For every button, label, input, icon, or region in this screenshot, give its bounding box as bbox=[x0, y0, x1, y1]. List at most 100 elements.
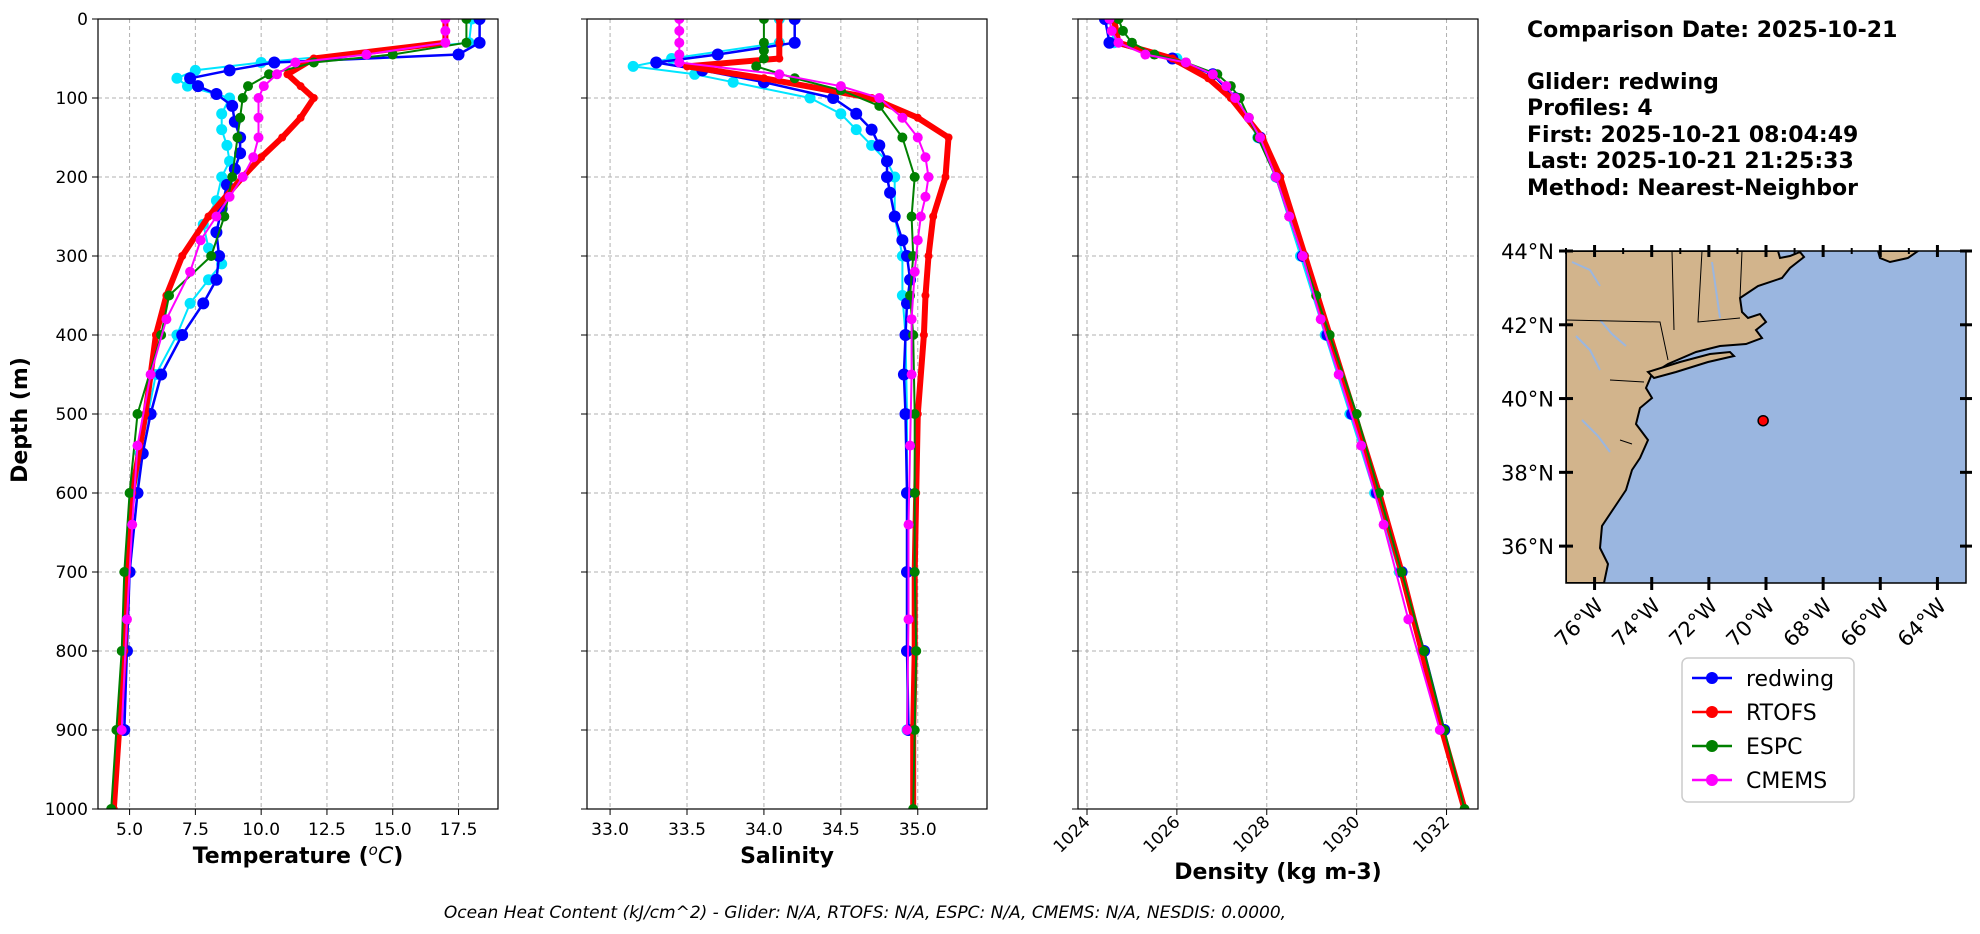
espc-point bbox=[243, 81, 253, 92]
cmems-point bbox=[903, 519, 914, 530]
salinity-panel: 33.0 33.5 34.0 34.5 35.0 Salinity bbox=[581, 18, 988, 869]
espc-point bbox=[909, 488, 920, 498]
espc-point bbox=[874, 100, 885, 111]
cmems-point bbox=[1104, 19, 1115, 24]
redwing-point bbox=[865, 123, 878, 136]
y-tick-label: 300 bbox=[56, 247, 88, 267]
espc-point bbox=[1374, 488, 1385, 498]
redwing-point bbox=[213, 250, 226, 262]
espc-point bbox=[909, 567, 920, 577]
ocean-heat-content-footer: Ocean Heat Content (kJ/cm^2) - Glider: N… bbox=[444, 903, 1286, 923]
cmems-point bbox=[835, 81, 846, 92]
espc-point bbox=[909, 172, 920, 182]
x-tick-label: 1026 bbox=[1140, 812, 1185, 857]
redwing-point bbox=[210, 273, 223, 286]
rtofs-point bbox=[929, 212, 938, 221]
espc-point bbox=[206, 251, 217, 261]
cmems-point bbox=[674, 57, 685, 68]
espc-point bbox=[758, 37, 769, 48]
redwing-point bbox=[850, 107, 863, 120]
cmems-point bbox=[920, 191, 931, 202]
cmems-point bbox=[237, 172, 248, 182]
cmems-point bbox=[912, 235, 923, 246]
redwing-point bbox=[192, 80, 204, 93]
cmems-point bbox=[915, 211, 926, 222]
redwing-point bbox=[899, 408, 912, 420]
espc-point bbox=[1113, 19, 1124, 24]
rtofs-point bbox=[775, 38, 784, 47]
espc-point bbox=[164, 290, 175, 301]
lon-tick-label: 74°W bbox=[1607, 593, 1665, 651]
legend-marker-redwing bbox=[1706, 672, 1718, 684]
cmems-point bbox=[906, 369, 917, 380]
cmems-point bbox=[1207, 69, 1218, 80]
espc-point bbox=[758, 45, 769, 56]
x-tick-label: 12.5 bbox=[308, 820, 346, 840]
y-tick-label: 1000 bbox=[45, 800, 88, 820]
redwing-point bbox=[176, 329, 189, 341]
x-tick-label: 15.0 bbox=[374, 820, 412, 840]
series-group bbox=[1098, 19, 1470, 809]
cmems-point bbox=[674, 37, 685, 48]
x-tick-label: 1028 bbox=[1230, 812, 1275, 857]
cmems-point bbox=[121, 614, 132, 625]
x-tick-label: 1030 bbox=[1319, 812, 1364, 857]
redwing-point bbox=[899, 329, 912, 341]
redwing-point bbox=[473, 36, 486, 49]
lon-tick-label: 76°W bbox=[1550, 593, 1608, 651]
cmems-point bbox=[1113, 37, 1124, 48]
redwing-point bbox=[650, 56, 663, 69]
espc-point bbox=[1126, 37, 1137, 48]
cmems-point bbox=[1403, 614, 1414, 625]
espc-point bbox=[461, 37, 472, 48]
redwing-point bbox=[1103, 36, 1116, 49]
rivers bbox=[1571, 261, 1721, 453]
espc-point bbox=[758, 53, 769, 64]
cmems-point bbox=[923, 172, 934, 182]
profile-count: Profiles: 4 bbox=[1527, 96, 1653, 121]
lat-tick-label: 38°N bbox=[1501, 461, 1554, 485]
unit-c: C bbox=[378, 844, 394, 869]
cmems-point bbox=[674, 25, 685, 36]
temperature-panel: 5.0 7.5 10.0 12.5 15.0 17.5 0 100 200 300 400 500 60… bbox=[45, 10, 499, 869]
cmems-point bbox=[211, 211, 222, 222]
x-tick-label: 17.5 bbox=[440, 820, 478, 840]
glider-name: Glider: redwing bbox=[1527, 70, 1719, 95]
x-tick-label: 1024 bbox=[1050, 812, 1095, 857]
y-tick-label: 600 bbox=[56, 484, 88, 504]
lat-tick-label: 36°N bbox=[1501, 535, 1554, 559]
comparison-date: Comparison Date: 2025-10-21 bbox=[1527, 18, 1897, 43]
cmems-point bbox=[1284, 211, 1295, 222]
info-block: Comparison Date: 2025-10-21 Glider: redw… bbox=[1527, 18, 1897, 201]
espc-point bbox=[387, 49, 398, 60]
cmems-point bbox=[290, 57, 301, 68]
cmems-point bbox=[195, 235, 206, 246]
y-tick-label: 0 bbox=[77, 10, 88, 30]
espc-point bbox=[132, 409, 143, 419]
cmems-point bbox=[1297, 251, 1308, 261]
lon-tick-label: 66°W bbox=[1836, 593, 1894, 651]
espc-point bbox=[906, 211, 917, 222]
location-map: 44°N 42°N 40°N 38°N 36°N 76°W 74°W 72°W 70°W 68°W… bbox=[1501, 240, 1972, 652]
redwing-raw-point bbox=[184, 297, 196, 309]
espc-point bbox=[908, 804, 919, 809]
x-axis-label: Salinity bbox=[740, 844, 834, 869]
cmems-point bbox=[674, 19, 685, 24]
redwing-point bbox=[827, 92, 840, 104]
cmems-point bbox=[145, 369, 156, 380]
lat-tick-label: 40°N bbox=[1501, 388, 1554, 412]
redwing-point bbox=[873, 139, 886, 152]
cmems-point bbox=[253, 132, 264, 143]
cmems-point bbox=[1230, 93, 1241, 103]
x-tick-label: 7.5 bbox=[182, 820, 209, 840]
espc-point bbox=[116, 646, 127, 656]
method: Method: Nearest-Neighbor bbox=[1527, 176, 1858, 201]
espc-point bbox=[1149, 49, 1160, 60]
espc-point bbox=[909, 725, 920, 735]
cmems-point bbox=[1378, 519, 1389, 530]
rtofs-point bbox=[178, 252, 187, 260]
lon-tick-label: 70°W bbox=[1722, 593, 1780, 651]
cmems-point bbox=[1255, 132, 1266, 143]
lat-tick-label: 42°N bbox=[1501, 314, 1554, 338]
